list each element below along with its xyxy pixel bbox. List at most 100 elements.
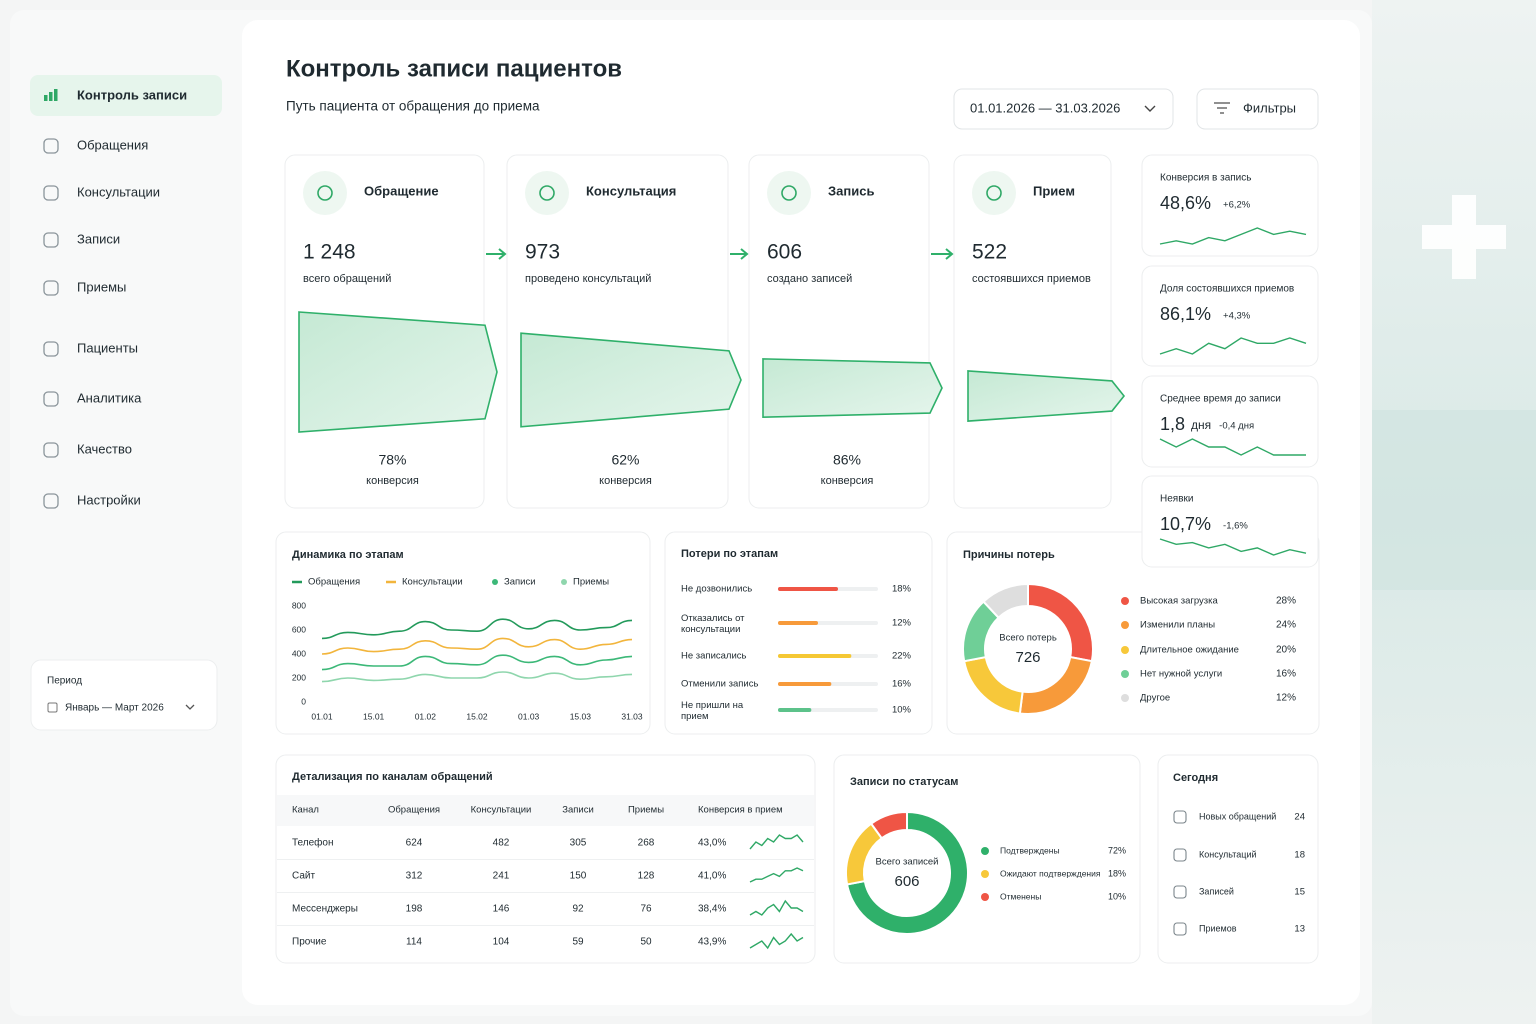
donut-center-label: Всего записей xyxy=(876,857,939,868)
reasons-card xyxy=(946,531,1320,735)
filters-label[interactable]: Фильтры xyxy=(1243,100,1296,115)
table-cell: 43,9% xyxy=(698,937,726,948)
table-cell: Прочие xyxy=(292,937,327,948)
date-range[interactable]: 01.01.2026 — 31.03.2026 xyxy=(970,100,1120,115)
nav-icon xyxy=(43,391,59,407)
nav-item[interactable]: Качество xyxy=(77,441,132,456)
table-cell: 50 xyxy=(640,937,652,948)
legend-label: Нет нужной услуги xyxy=(1140,669,1222,680)
y-tick-label: 600 xyxy=(292,624,306,634)
calendar-icon xyxy=(47,702,58,713)
x-tick-label: 15.02 xyxy=(466,711,488,721)
stage-icon xyxy=(986,185,1002,201)
table-cell: 482 xyxy=(493,838,510,849)
today-value: 13 xyxy=(1294,924,1305,935)
legend-value: 18% xyxy=(1108,868,1126,878)
loss-label: Отказались от консультации xyxy=(681,613,745,635)
stage-caption: проведено консультаций xyxy=(525,273,651,285)
table-cell: 624 xyxy=(406,838,423,849)
table-cell: 76 xyxy=(640,904,652,915)
legend-value: 12% xyxy=(1276,693,1296,704)
nav-icon xyxy=(54,89,58,101)
nav-item[interactable]: Приемы xyxy=(77,279,126,294)
legend-value: 10% xyxy=(1108,891,1126,901)
nav-icon xyxy=(43,280,59,296)
stage-icon-bg xyxy=(767,171,811,215)
stage-icon xyxy=(781,185,797,201)
background-furniture xyxy=(1372,410,1536,590)
loss-label: Не пришли на прием xyxy=(681,700,744,722)
stage-value: 606 xyxy=(767,241,802,264)
stage-name: Запись xyxy=(828,183,874,198)
nav-item[interactable]: Аналитика xyxy=(77,390,142,405)
nav-item[interactable]: Настройки xyxy=(77,492,141,507)
kpi-sparkline xyxy=(1159,538,1307,556)
today-label: Приемов xyxy=(1199,923,1237,933)
table-cell: 104 xyxy=(493,937,510,948)
legend-dot xyxy=(1121,694,1129,702)
bar-value-label: 16% xyxy=(892,679,912,690)
date-range-button[interactable] xyxy=(953,88,1174,130)
nav-item[interactable]: Обращения xyxy=(77,137,148,152)
table-cell: 150 xyxy=(570,871,587,882)
table-cell: 43,0% xyxy=(698,838,726,849)
donut-center-value: 606 xyxy=(894,873,919,890)
table-header: Канал xyxy=(292,805,319,816)
kpi-card xyxy=(1141,475,1319,568)
nav-active-bg xyxy=(30,75,222,116)
kpi-value: 1,8 xyxy=(1160,414,1185,434)
filters-button[interactable] xyxy=(1196,88,1319,130)
stage-name: Обращение xyxy=(364,183,439,198)
conversion-caption: конверсия xyxy=(599,475,652,487)
nav-item[interactable]: Контроль записи xyxy=(77,87,187,102)
today-icon xyxy=(1173,810,1187,824)
today-icon xyxy=(1173,885,1187,899)
row-sparkline xyxy=(749,932,804,950)
nav-icon xyxy=(49,92,53,101)
kpi-delta: -1,6% xyxy=(1223,521,1248,532)
table-cell: 312 xyxy=(406,871,423,882)
today-icon xyxy=(1173,922,1187,936)
y-tick-label: 200 xyxy=(292,672,306,682)
period-label: Период xyxy=(47,676,82,687)
legend-dot xyxy=(1121,621,1129,629)
y-tick-label: 400 xyxy=(292,648,306,658)
kpi-delta: +4,3% xyxy=(1223,311,1251,322)
page-subtitle: Путь пациента от обращения до приема xyxy=(286,99,540,114)
nav-item[interactable]: Консультации xyxy=(77,184,160,199)
donut-slice xyxy=(982,582,1029,620)
legend-dot xyxy=(981,870,989,878)
donut-center-value: 726 xyxy=(1015,649,1040,666)
card-title: Сегодня xyxy=(1173,772,1218,784)
table-cell: 198 xyxy=(406,904,423,915)
kpi-sparkline xyxy=(1159,438,1306,456)
nav-icon xyxy=(43,442,59,458)
y-tick-label: 800 xyxy=(292,600,306,610)
legend-value: 20% xyxy=(1276,645,1296,656)
legend-label: Обращения xyxy=(308,577,360,588)
table-header: Конверсия в прием xyxy=(698,805,783,816)
nav-item[interactable]: Записи xyxy=(77,231,120,246)
funnel-shape xyxy=(520,332,742,428)
card-title: Динамика по этапам xyxy=(292,549,404,561)
legend-value: 28% xyxy=(1276,596,1296,607)
funnel-card xyxy=(953,154,1112,509)
legend-label: Консультации xyxy=(402,577,463,588)
period-select[interactable]: Январь — Март 2026 xyxy=(65,703,164,714)
nav-item[interactable]: Пациенты xyxy=(77,340,138,355)
nav-icon xyxy=(43,493,59,509)
kpi-title: Конверсия в запись xyxy=(1160,173,1251,184)
today-label: Записей xyxy=(1199,886,1234,896)
table-cell: 128 xyxy=(638,871,655,882)
stage-icon-bg xyxy=(972,171,1016,215)
stage-arrow xyxy=(486,248,507,260)
legend-label: Записи xyxy=(504,577,536,588)
today-icon xyxy=(1173,848,1187,862)
bar xyxy=(778,587,838,591)
kpi-value: 48,6% xyxy=(1160,193,1211,213)
row-sparkline xyxy=(749,867,804,883)
legend-label: Отменены xyxy=(1000,891,1041,901)
nav-icon xyxy=(43,138,59,154)
